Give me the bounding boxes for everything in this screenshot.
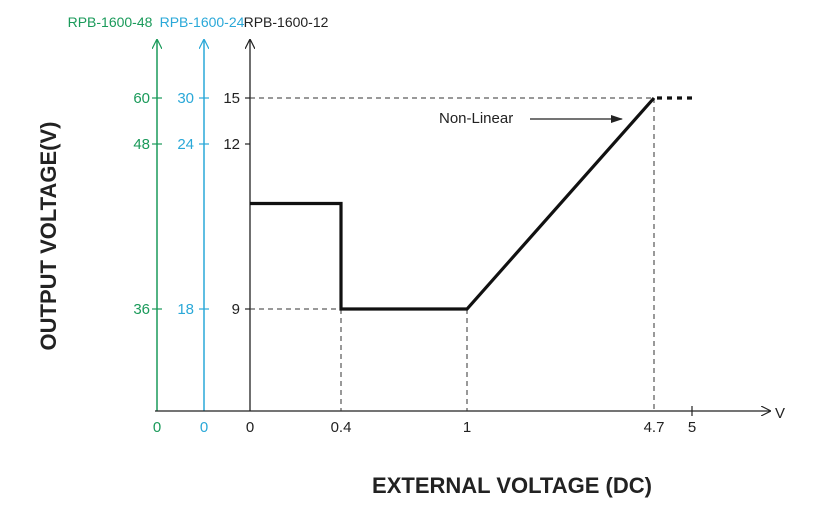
series-title-48: RPB-1600-48 <box>68 14 153 30</box>
y12-tick-1: 12 <box>223 136 240 153</box>
x-tick-3: 4.7 <box>644 419 665 436</box>
series-line <box>250 96 656 311</box>
x-tick-0: 0 <box>246 419 254 436</box>
y24-tick-2: 18 <box>177 301 194 318</box>
guide-lines <box>250 97 655 411</box>
y12-tick-0: 15 <box>223 90 240 107</box>
y24-tick-0: 30 <box>177 90 194 107</box>
x-tick-2: 1 <box>463 419 471 436</box>
y48-tick-2: 36 <box>133 301 150 318</box>
y48-tick-0: 60 <box>133 90 150 107</box>
annotation-non-linear: Non-Linear <box>439 110 513 127</box>
y12-tick-2: 9 <box>232 301 240 318</box>
x-tick-1: 0.4 <box>331 419 352 436</box>
y48-zero-label: 0 <box>153 419 161 436</box>
y-axis-title: OUTPUT VOLTAGE(V) <box>36 122 61 351</box>
y24-tick-1: 24 <box>177 136 194 153</box>
y24-zero-label: 0 <box>200 419 208 436</box>
x-axis-title: EXTERNAL VOLTAGE (DC) <box>372 473 652 498</box>
x-unit-label: V <box>775 405 785 422</box>
series-title-24: RPB-1600-24 <box>160 14 245 30</box>
y48-tick-1: 48 <box>133 136 150 153</box>
series-title-12: RPB-1600-12 <box>244 14 329 30</box>
x-tick-4: 5 <box>688 419 696 436</box>
